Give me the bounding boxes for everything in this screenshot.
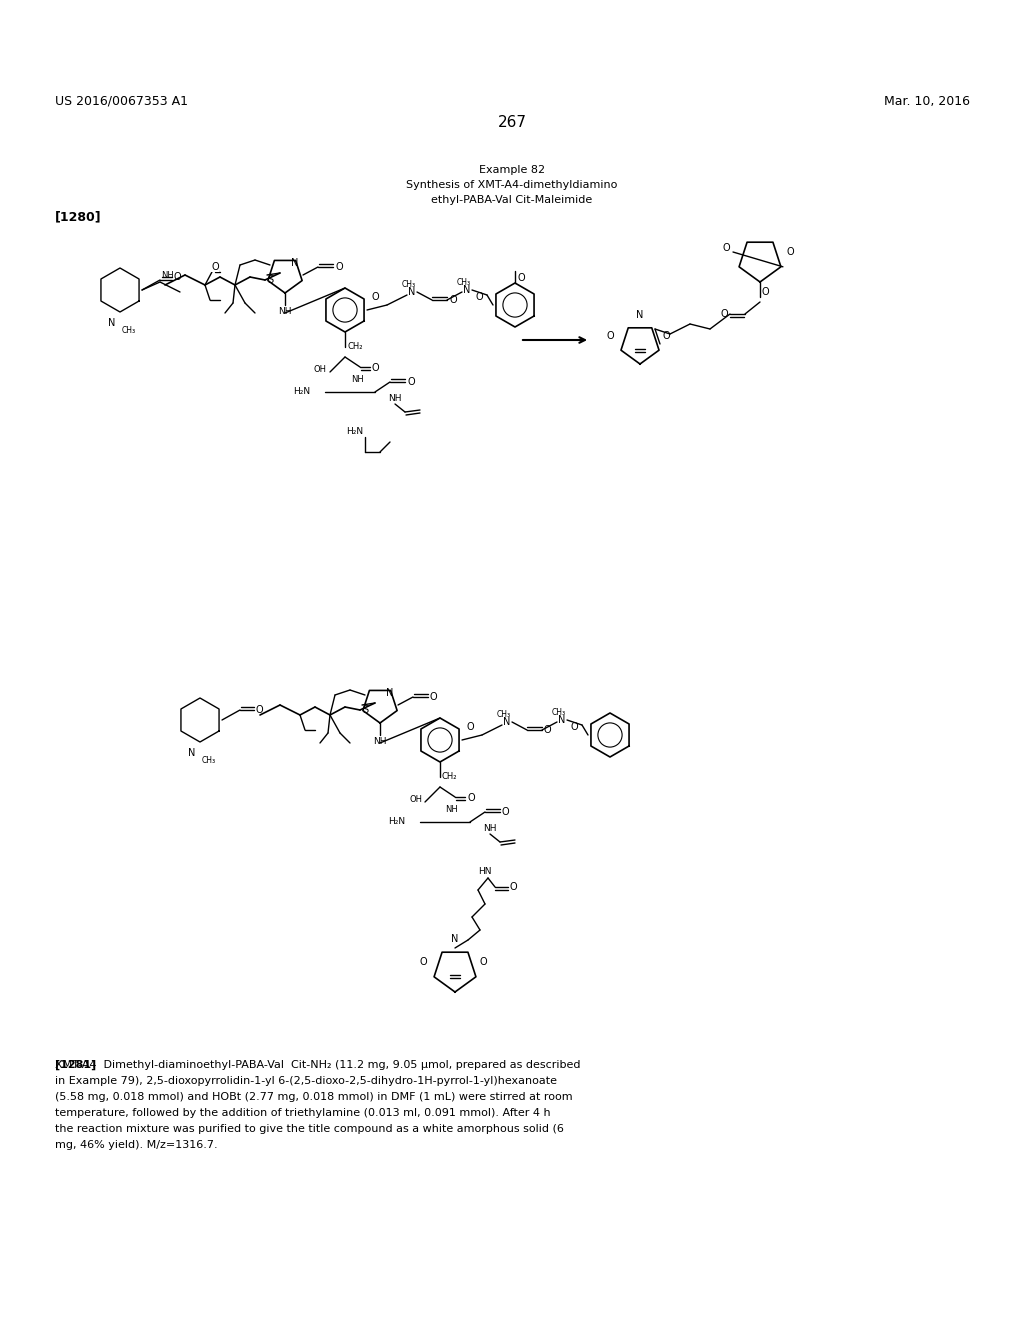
Text: Synthesis of XMT-A4-dimethyldiamino: Synthesis of XMT-A4-dimethyldiamino <box>407 180 617 190</box>
Text: [1280]: [1280] <box>55 210 101 223</box>
Text: NH: NH <box>483 824 497 833</box>
Text: O: O <box>256 705 263 715</box>
Text: N: N <box>636 310 644 319</box>
Text: N: N <box>452 935 459 944</box>
Text: O: O <box>570 722 578 733</box>
Text: H₂N: H₂N <box>293 388 310 396</box>
Text: O: O <box>510 882 517 892</box>
Text: O: O <box>762 286 770 297</box>
Text: OH: OH <box>314 366 327 375</box>
Text: O: O <box>467 793 475 803</box>
Text: O: O <box>419 957 427 968</box>
Text: CH₃: CH₃ <box>552 708 566 717</box>
Text: O: O <box>663 331 670 341</box>
Text: NH: NH <box>374 737 387 746</box>
Text: the reaction mixture was purified to give the title compound as a white amorphou: the reaction mixture was purified to giv… <box>55 1125 564 1134</box>
Text: O: O <box>475 292 482 302</box>
Text: temperature, followed by the addition of triethylamine (0.013 ml, 0.091 mmol). A: temperature, followed by the addition of… <box>55 1107 551 1118</box>
Text: S: S <box>267 275 273 285</box>
Text: N: N <box>504 717 511 727</box>
Text: Example 82: Example 82 <box>479 165 545 176</box>
Text: ethyl-PABA-Val Cit-Maleimide: ethyl-PABA-Val Cit-Maleimide <box>431 195 593 205</box>
Text: O: O <box>407 378 415 387</box>
Text: NH: NH <box>279 308 292 315</box>
Text: NH: NH <box>388 393 401 403</box>
Text: NH: NH <box>445 805 459 814</box>
Text: 267: 267 <box>498 115 526 129</box>
Text: O: O <box>502 807 510 817</box>
Text: O: O <box>372 363 380 374</box>
Text: O: O <box>430 692 437 702</box>
Text: N: N <box>291 257 299 268</box>
Text: O: O <box>449 294 457 305</box>
Text: CH₃: CH₃ <box>497 710 511 719</box>
Text: O: O <box>466 722 474 733</box>
Text: O: O <box>371 292 379 302</box>
Text: OH: OH <box>409 796 422 804</box>
Text: O: O <box>335 261 343 272</box>
Text: O: O <box>211 261 219 272</box>
Text: HN: HN <box>478 867 492 876</box>
Text: O: O <box>720 309 728 319</box>
Text: (5.58 mg, 0.018 mmol) and HOBt (2.77 mg, 0.018 mmol) in DMF (1 mL) were stirred : (5.58 mg, 0.018 mmol) and HOBt (2.77 mg,… <box>55 1092 572 1102</box>
Text: O: O <box>479 957 486 968</box>
Text: O: O <box>722 243 730 253</box>
Text: N: N <box>386 688 393 698</box>
Text: O: O <box>786 247 794 257</box>
Text: O: O <box>544 725 552 735</box>
Text: N: N <box>558 715 565 725</box>
Text: US 2016/0067353 A1: US 2016/0067353 A1 <box>55 95 188 108</box>
Text: N: N <box>409 286 416 297</box>
Text: NH: NH <box>350 375 364 384</box>
Text: CH₂: CH₂ <box>442 772 458 781</box>
Text: N: N <box>109 318 116 327</box>
Text: N: N <box>463 285 471 294</box>
Text: O: O <box>517 273 524 282</box>
Text: in Example 79), 2,5-dioxopyrrolidin-1-yl 6-(2,5-dioxo-2,5-dihydro-1H-pyrrol-1-yl: in Example 79), 2,5-dioxopyrrolidin-1-yl… <box>55 1076 557 1086</box>
Text: N: N <box>188 748 196 758</box>
Text: CH₃: CH₃ <box>122 326 136 335</box>
Text: Mar. 10, 2016: Mar. 10, 2016 <box>884 95 970 108</box>
Text: H₂N: H₂N <box>388 817 406 826</box>
Text: XMT-A4  Dimethyl-diaminoethyl-PABA-Val  Cit-NH₂ (11.2 mg, 9.05 μmol, prepared as: XMT-A4 Dimethyl-diaminoethyl-PABA-Val Ci… <box>55 1060 581 1071</box>
Text: mg, 46% yield). M/z=1316.7.: mg, 46% yield). M/z=1316.7. <box>55 1140 218 1150</box>
Text: NH: NH <box>162 271 174 280</box>
Text: O: O <box>174 272 181 282</box>
Text: CH₃: CH₃ <box>202 756 216 766</box>
Text: CH₂: CH₂ <box>347 342 362 351</box>
Text: S: S <box>361 705 368 715</box>
Text: [1281]: [1281] <box>55 1060 96 1071</box>
Text: CH₃: CH₃ <box>402 280 416 289</box>
Text: O: O <box>606 331 613 341</box>
Text: H₂N: H₂N <box>346 426 364 436</box>
Text: CH₃: CH₃ <box>457 279 471 286</box>
